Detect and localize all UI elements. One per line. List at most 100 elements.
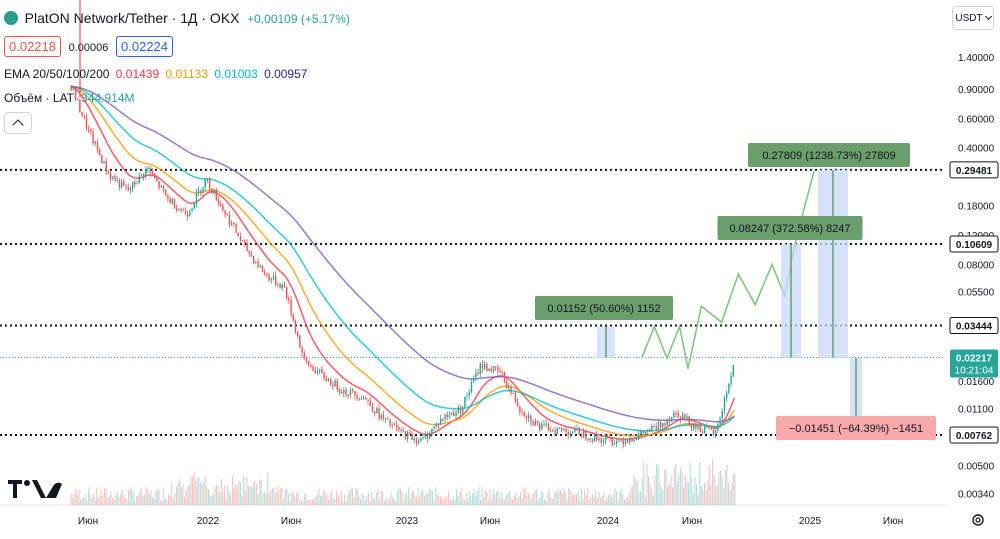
volume-bar xyxy=(89,494,91,505)
candle-body xyxy=(297,331,299,336)
level-price-label: 0.10609 xyxy=(956,240,993,251)
volume-bar xyxy=(339,500,341,505)
collapse-legend-button[interactable] xyxy=(4,112,32,134)
candle-body xyxy=(305,357,308,361)
candle-body xyxy=(217,200,220,204)
volume-bar xyxy=(225,499,227,505)
volume-bar xyxy=(542,491,544,505)
volume-bar xyxy=(278,490,280,505)
candle-body xyxy=(534,420,536,425)
volume-bar xyxy=(160,500,162,505)
volume-bar xyxy=(313,499,315,505)
candle-body xyxy=(495,366,497,368)
volume-bar xyxy=(236,486,238,505)
y-tick-label: 0.08000 xyxy=(958,260,995,271)
volume-bar xyxy=(316,494,318,505)
candle-body xyxy=(484,363,486,369)
volume-bar xyxy=(201,484,203,505)
candle-body xyxy=(224,210,226,215)
candle-body xyxy=(693,424,695,428)
candle-body xyxy=(255,261,257,263)
volume-bar xyxy=(499,499,501,505)
candle-body xyxy=(336,380,338,390)
sell-price-button[interactable]: 0.02218 xyxy=(4,36,61,57)
volume-bar xyxy=(132,492,134,505)
candle-body xyxy=(638,433,640,439)
volume-bar xyxy=(118,496,120,505)
candle-body xyxy=(79,99,81,113)
volume-bar xyxy=(385,496,387,505)
candle-body xyxy=(732,365,734,376)
symbol-title[interactable]: PlatON Network/Tether · 1Д · OKX xyxy=(24,10,240,26)
candle-body xyxy=(651,426,653,432)
volume-bar xyxy=(411,491,413,505)
currency-selector[interactable]: USDT xyxy=(952,6,994,30)
bid-ask-row: 0.02218 0.00006 0.02224 xyxy=(4,36,174,57)
volume-bar xyxy=(545,500,547,505)
candle-body xyxy=(512,393,514,395)
volume-bar xyxy=(497,490,499,505)
volume-bar xyxy=(729,489,731,505)
ema-legend[interactable]: EMA 20/50/100/200 0.01439 0.01133 0.0100… xyxy=(4,67,307,81)
volume-bar xyxy=(505,494,507,505)
volume-bar xyxy=(713,475,715,505)
volume-bar xyxy=(200,482,202,505)
volume-bar xyxy=(347,494,349,505)
volume-bar xyxy=(147,488,149,505)
volume-bar xyxy=(104,488,106,505)
volume-bar xyxy=(448,491,450,505)
volume-bar xyxy=(611,497,613,505)
volume-bar xyxy=(596,497,598,505)
volume-bar xyxy=(363,496,365,505)
volume-bar xyxy=(294,496,296,505)
ema50-line xyxy=(70,85,736,437)
candle-body xyxy=(519,406,521,412)
volume-bar xyxy=(281,487,283,505)
candle-body xyxy=(479,363,481,375)
volume-bar xyxy=(467,498,469,505)
volume-bar xyxy=(595,490,597,505)
volume-bar xyxy=(262,493,264,505)
volume-bar xyxy=(163,489,165,505)
candle-body xyxy=(290,300,292,315)
volume-bar xyxy=(700,486,702,505)
volume-bar xyxy=(504,499,506,505)
candle-body xyxy=(202,187,204,193)
volume-bar xyxy=(585,494,587,505)
gear-icon[interactable] xyxy=(970,512,986,528)
volume-bar xyxy=(332,498,334,505)
candle-body xyxy=(594,433,596,441)
level-price-label: 0.03444 xyxy=(956,322,993,333)
candle-body xyxy=(488,368,490,371)
candle-body xyxy=(182,210,184,212)
volume-bar xyxy=(459,492,461,505)
volume-bar xyxy=(91,498,93,505)
volume-bar xyxy=(108,495,110,505)
volume-bar xyxy=(230,494,232,505)
candle-body xyxy=(539,423,541,430)
symbol-icon xyxy=(4,11,18,25)
volume-bar xyxy=(609,494,611,505)
volume-bar xyxy=(510,496,512,505)
ema200-line xyxy=(70,85,735,423)
candle-body xyxy=(338,389,341,393)
volume-bar xyxy=(520,491,522,505)
candle-body xyxy=(719,418,721,425)
candle-body xyxy=(413,438,415,440)
volume-bar xyxy=(214,486,216,505)
volume-bar xyxy=(668,483,670,505)
volume-bar xyxy=(462,497,464,505)
ema-label: EMA 20/50/100/200 xyxy=(4,67,110,81)
volume-bar xyxy=(264,491,266,505)
volume-legend[interactable]: Объём · LAT 344.914M xyxy=(4,91,135,105)
candle-body xyxy=(250,253,253,257)
volume-bar xyxy=(353,496,355,505)
volume-bar xyxy=(689,463,691,505)
volume-label: Объём · LAT xyxy=(4,91,74,105)
buy-price-button[interactable]: 0.02224 xyxy=(116,36,174,57)
volume-bar xyxy=(243,475,245,505)
candle-body xyxy=(605,437,607,441)
candle-body xyxy=(686,416,688,418)
